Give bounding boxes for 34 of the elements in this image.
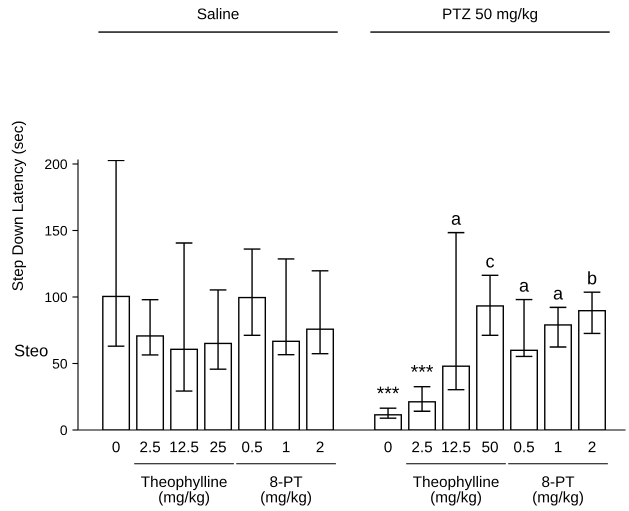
x-tick-label: 0.5 [242,442,262,452]
x-tick-label: 0 [384,442,392,452]
y-tick-label: 200 [45,159,68,170]
x-tick-label: 1 [554,442,562,452]
x-tick-label: 50 [482,442,498,452]
x-tick-label: 0 [112,442,120,452]
y-tick-label: 50 [52,358,68,369]
y-tick-label: 100 [45,292,68,302]
text: PTZ 50 mg/kg [443,8,538,22]
text: 8-PT (mg/kg) [533,476,583,506]
x-tick-label: 2.5 [140,442,160,452]
text: 8-PT (mg/kg) [261,476,311,506]
annotation: *** [411,365,434,372]
x-tick-label: 12.5 [170,442,198,452]
annotation: a [554,290,564,300]
x-tick-label: 1 [282,442,290,452]
annotation: *** [377,386,400,394]
x-tick-label: 12.5 [442,442,470,452]
x-tick-label: 25 [210,442,226,452]
annotation: a [520,282,530,292]
y-tick-label: 150 [45,226,68,236]
x-tick-label: 2 [588,442,596,452]
x-tick-label: 2 [316,442,324,452]
annotation: a [452,214,462,225]
text: Theophylline (mg/kg) [413,476,499,506]
annotation: c [486,258,494,268]
text: Steo [14,344,48,356]
annotation: b [588,271,596,284]
y-axis-title: Step Down Latency (sec) [12,122,26,291]
y-tick-label: 0 [60,425,68,436]
text: Theophylline (mg/kg) [141,476,227,506]
x-tick-label: 0.5 [514,442,534,452]
text: Saline [198,8,239,20]
x-tick-label: 2.5 [412,442,432,452]
